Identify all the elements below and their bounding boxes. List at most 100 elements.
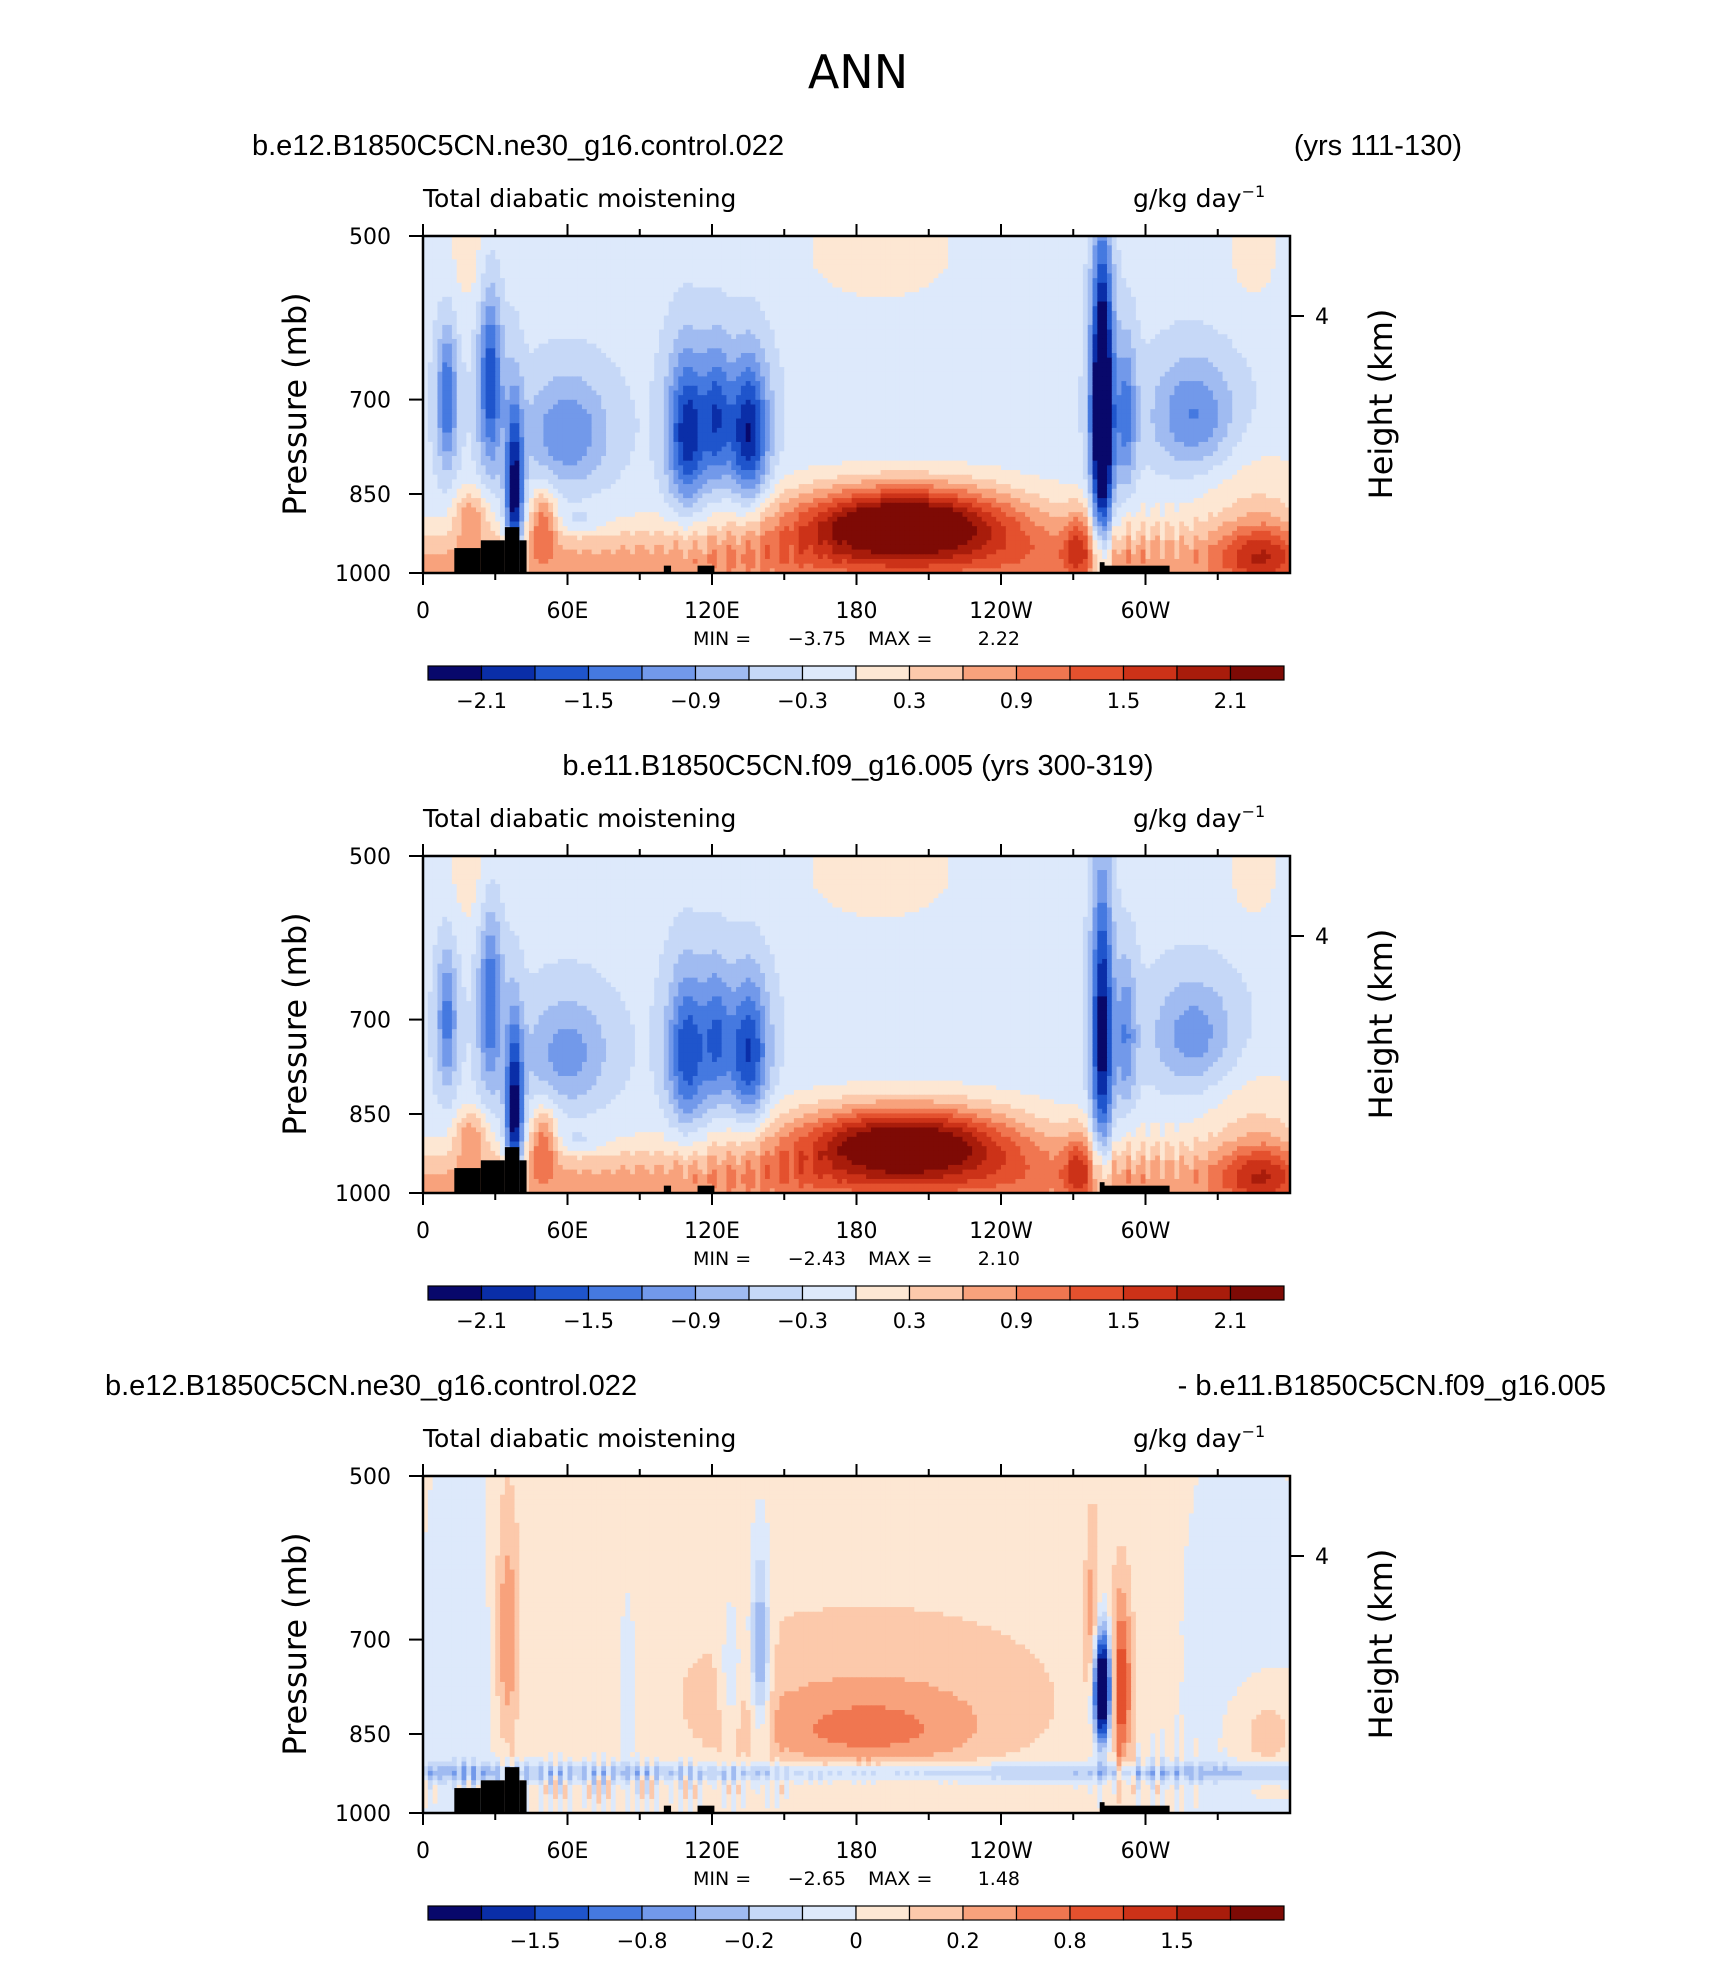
field-cell bbox=[427, 310, 434, 317]
field-cell bbox=[649, 301, 655, 307]
field-cell bbox=[827, 278, 834, 284]
field-cell bbox=[1145, 245, 1151, 251]
field-cell bbox=[495, 348, 501, 354]
field-cell bbox=[1073, 343, 1079, 349]
field-cell bbox=[885, 310, 891, 317]
field-cell bbox=[1150, 353, 1156, 359]
field-cell bbox=[668, 329, 675, 335]
field-cell bbox=[524, 329, 530, 335]
field-cell bbox=[543, 254, 549, 260]
field-cell bbox=[726, 236, 732, 242]
field-cell bbox=[774, 268, 781, 275]
field-cell bbox=[1010, 334, 1017, 340]
field-cell bbox=[798, 353, 805, 359]
field-cell bbox=[456, 264, 463, 270]
field-cell bbox=[837, 254, 843, 260]
field-cell bbox=[663, 301, 670, 307]
field-cell bbox=[1034, 315, 1041, 321]
field-cell bbox=[659, 236, 665, 242]
field-cell bbox=[683, 301, 689, 307]
field-cell bbox=[750, 259, 756, 265]
field-cell bbox=[1082, 338, 1089, 345]
field-cell bbox=[697, 334, 703, 340]
field-cell bbox=[707, 245, 713, 251]
field-cell bbox=[1121, 301, 1127, 307]
field-cell bbox=[615, 343, 622, 349]
field-cell bbox=[1034, 268, 1041, 275]
field-cell bbox=[1116, 268, 1123, 275]
field-cell bbox=[1150, 306, 1156, 312]
field-cell bbox=[856, 357, 862, 363]
field-cell bbox=[557, 329, 564, 335]
field-cell bbox=[1198, 236, 1204, 242]
field-cell bbox=[986, 296, 992, 303]
field-cell bbox=[1174, 264, 1180, 270]
field-cell bbox=[851, 306, 858, 312]
field-cell bbox=[1241, 320, 1248, 326]
field-cell bbox=[620, 273, 626, 279]
field-cell bbox=[745, 292, 752, 298]
field-cell bbox=[736, 236, 742, 242]
field-cell bbox=[1020, 343, 1026, 349]
field-cell bbox=[919, 236, 925, 242]
field-cell bbox=[842, 278, 848, 284]
field-cell bbox=[856, 320, 862, 326]
field-cell bbox=[813, 334, 819, 340]
field-cell bbox=[808, 329, 814, 335]
field-cell bbox=[1150, 315, 1156, 321]
field-cell bbox=[519, 273, 525, 279]
field-cell bbox=[437, 292, 443, 298]
field-cell bbox=[1275, 245, 1281, 251]
field-cell bbox=[899, 306, 906, 312]
field-cell bbox=[1039, 320, 1045, 326]
field-cell bbox=[615, 268, 622, 275]
field-cell bbox=[1184, 324, 1190, 331]
field-cell bbox=[543, 329, 549, 335]
field-cell bbox=[471, 338, 477, 345]
field-cell bbox=[634, 292, 641, 298]
field-cell bbox=[885, 338, 891, 345]
field-cell bbox=[1058, 310, 1065, 317]
field-cell bbox=[938, 268, 944, 275]
field-cell bbox=[1116, 254, 1123, 260]
field-cell bbox=[1092, 250, 1098, 256]
field-cell bbox=[1280, 273, 1286, 279]
field-cell bbox=[1208, 292, 1214, 298]
field-cell bbox=[827, 254, 834, 260]
field-cell bbox=[972, 245, 978, 251]
field-cell bbox=[861, 348, 867, 354]
field-cell bbox=[490, 282, 496, 289]
field-cell bbox=[895, 250, 901, 256]
field-cell bbox=[1029, 273, 1036, 279]
field-cell bbox=[904, 236, 911, 242]
field-cell bbox=[586, 301, 593, 307]
field-cell bbox=[1029, 324, 1036, 331]
field-cell bbox=[528, 301, 535, 307]
field-cell bbox=[981, 254, 988, 260]
field-cell bbox=[442, 301, 448, 307]
field-cell bbox=[1208, 254, 1214, 260]
field-cell bbox=[437, 245, 443, 251]
field-cell bbox=[938, 343, 944, 349]
field-cell bbox=[707, 287, 713, 293]
field-cell bbox=[639, 353, 646, 359]
field-cell bbox=[1063, 296, 1070, 303]
field-cell bbox=[581, 282, 588, 289]
field-cell bbox=[784, 254, 790, 260]
field-cell bbox=[702, 338, 708, 345]
field-cell bbox=[1208, 334, 1214, 340]
field-cell bbox=[625, 357, 631, 363]
field-cell bbox=[745, 329, 752, 335]
field-cell bbox=[659, 353, 665, 359]
field-cell bbox=[1164, 259, 1171, 265]
field-cell bbox=[870, 268, 877, 275]
field-cell bbox=[721, 236, 728, 242]
field-cell bbox=[514, 329, 520, 335]
field-cell bbox=[1087, 245, 1094, 251]
field-cell bbox=[885, 301, 891, 307]
field-cell bbox=[1126, 315, 1132, 321]
field-cell bbox=[986, 362, 992, 368]
field-cell bbox=[870, 236, 877, 242]
field-cell bbox=[572, 315, 578, 321]
field-cell bbox=[1097, 264, 1103, 270]
